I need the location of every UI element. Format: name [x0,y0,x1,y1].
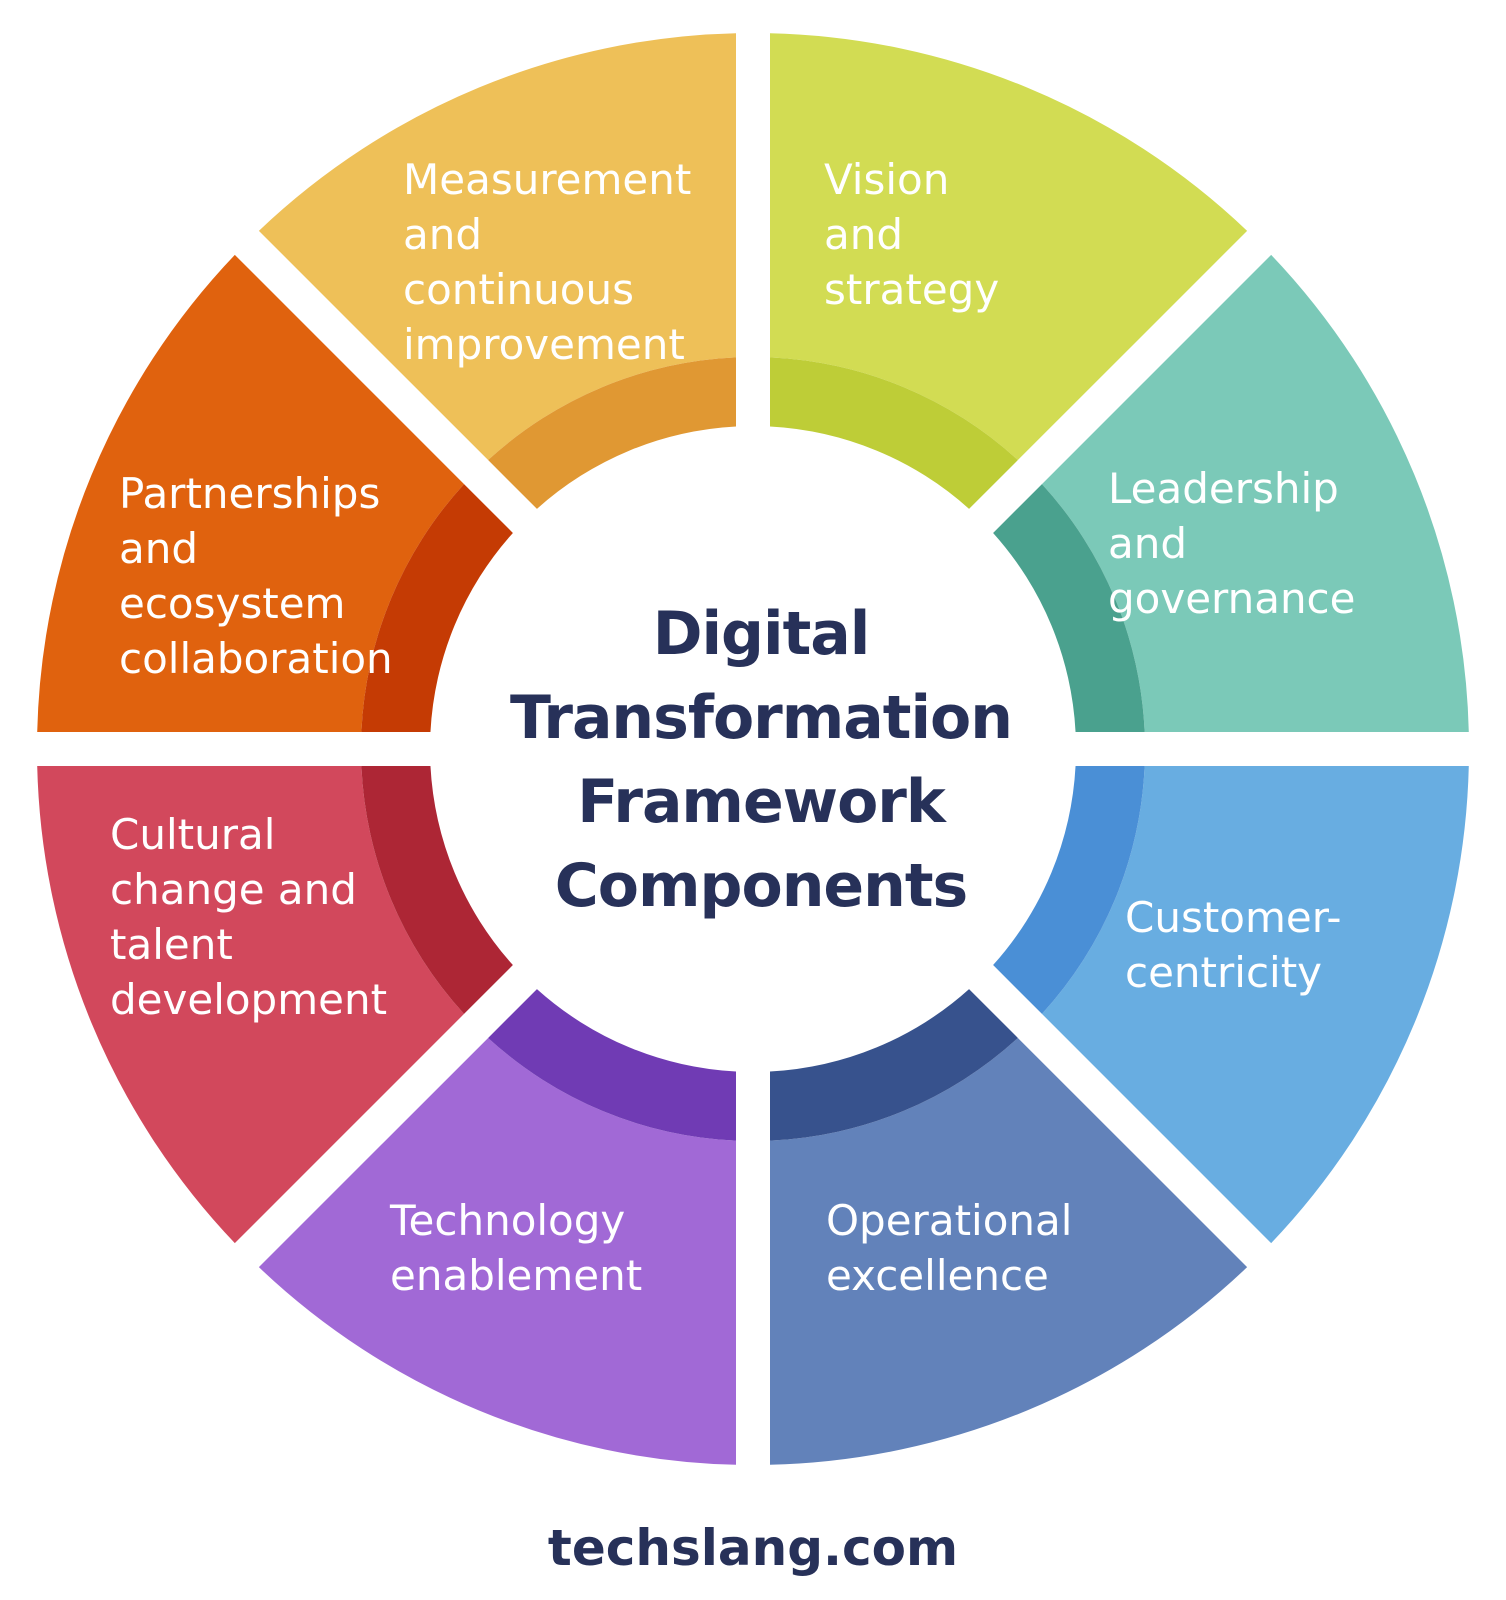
segment-vision-inner-band [770,357,1018,509]
segment-partnerships [37,254,513,732]
segment-label-operational: Operational excellence [826,1196,1073,1300]
segment-cultural-outer [37,766,465,1244]
segment-operational-outer [770,1037,1248,1465]
segment-measurement-inner-band [488,357,736,509]
segment-leadership-inner-band [993,484,1145,732]
segment-measurement-outer [258,33,736,461]
segment-technology-outer [258,1037,736,1465]
segment-label-measurement: Measurement and continuous improvement [403,155,692,369]
segment-vision-outer [770,33,1248,461]
segment-label-partnerships: Partnerships and ecosystem collaboration [119,469,393,683]
center-title: Digital Transformation Framework Components [510,599,1013,921]
segment-leadership-outer [1041,254,1469,732]
segment-label-vision: Vision and strategy [824,155,1000,314]
segment-partnerships-inner-band [361,484,513,732]
segment-leadership [993,254,1469,732]
segment-cultural-inner-band [361,766,513,1014]
segment-measurement [258,33,736,509]
segment-label-customer: Customer-centricity [1125,893,1342,997]
segment-operational [770,989,1248,1465]
segment-label-leadership: Leadership and governance [1108,464,1356,623]
footer-brand-logo: techslang.com [547,1519,959,1577]
segment-label-technology: Technology enablement [390,1196,643,1300]
segment-vision [770,33,1248,509]
segment-customer-outer [1041,766,1469,1244]
segment-operational-inner-band [770,989,1018,1141]
segment-technology [258,989,736,1465]
segment-customer-inner-band [993,766,1145,1014]
segment-customer [993,766,1469,1244]
segment-technology-inner-band [488,989,736,1141]
segment-label-cultural: Cultural change and talent development [110,810,388,1024]
segment-partnerships-outer [37,254,465,732]
segment-cultural [37,766,513,1244]
